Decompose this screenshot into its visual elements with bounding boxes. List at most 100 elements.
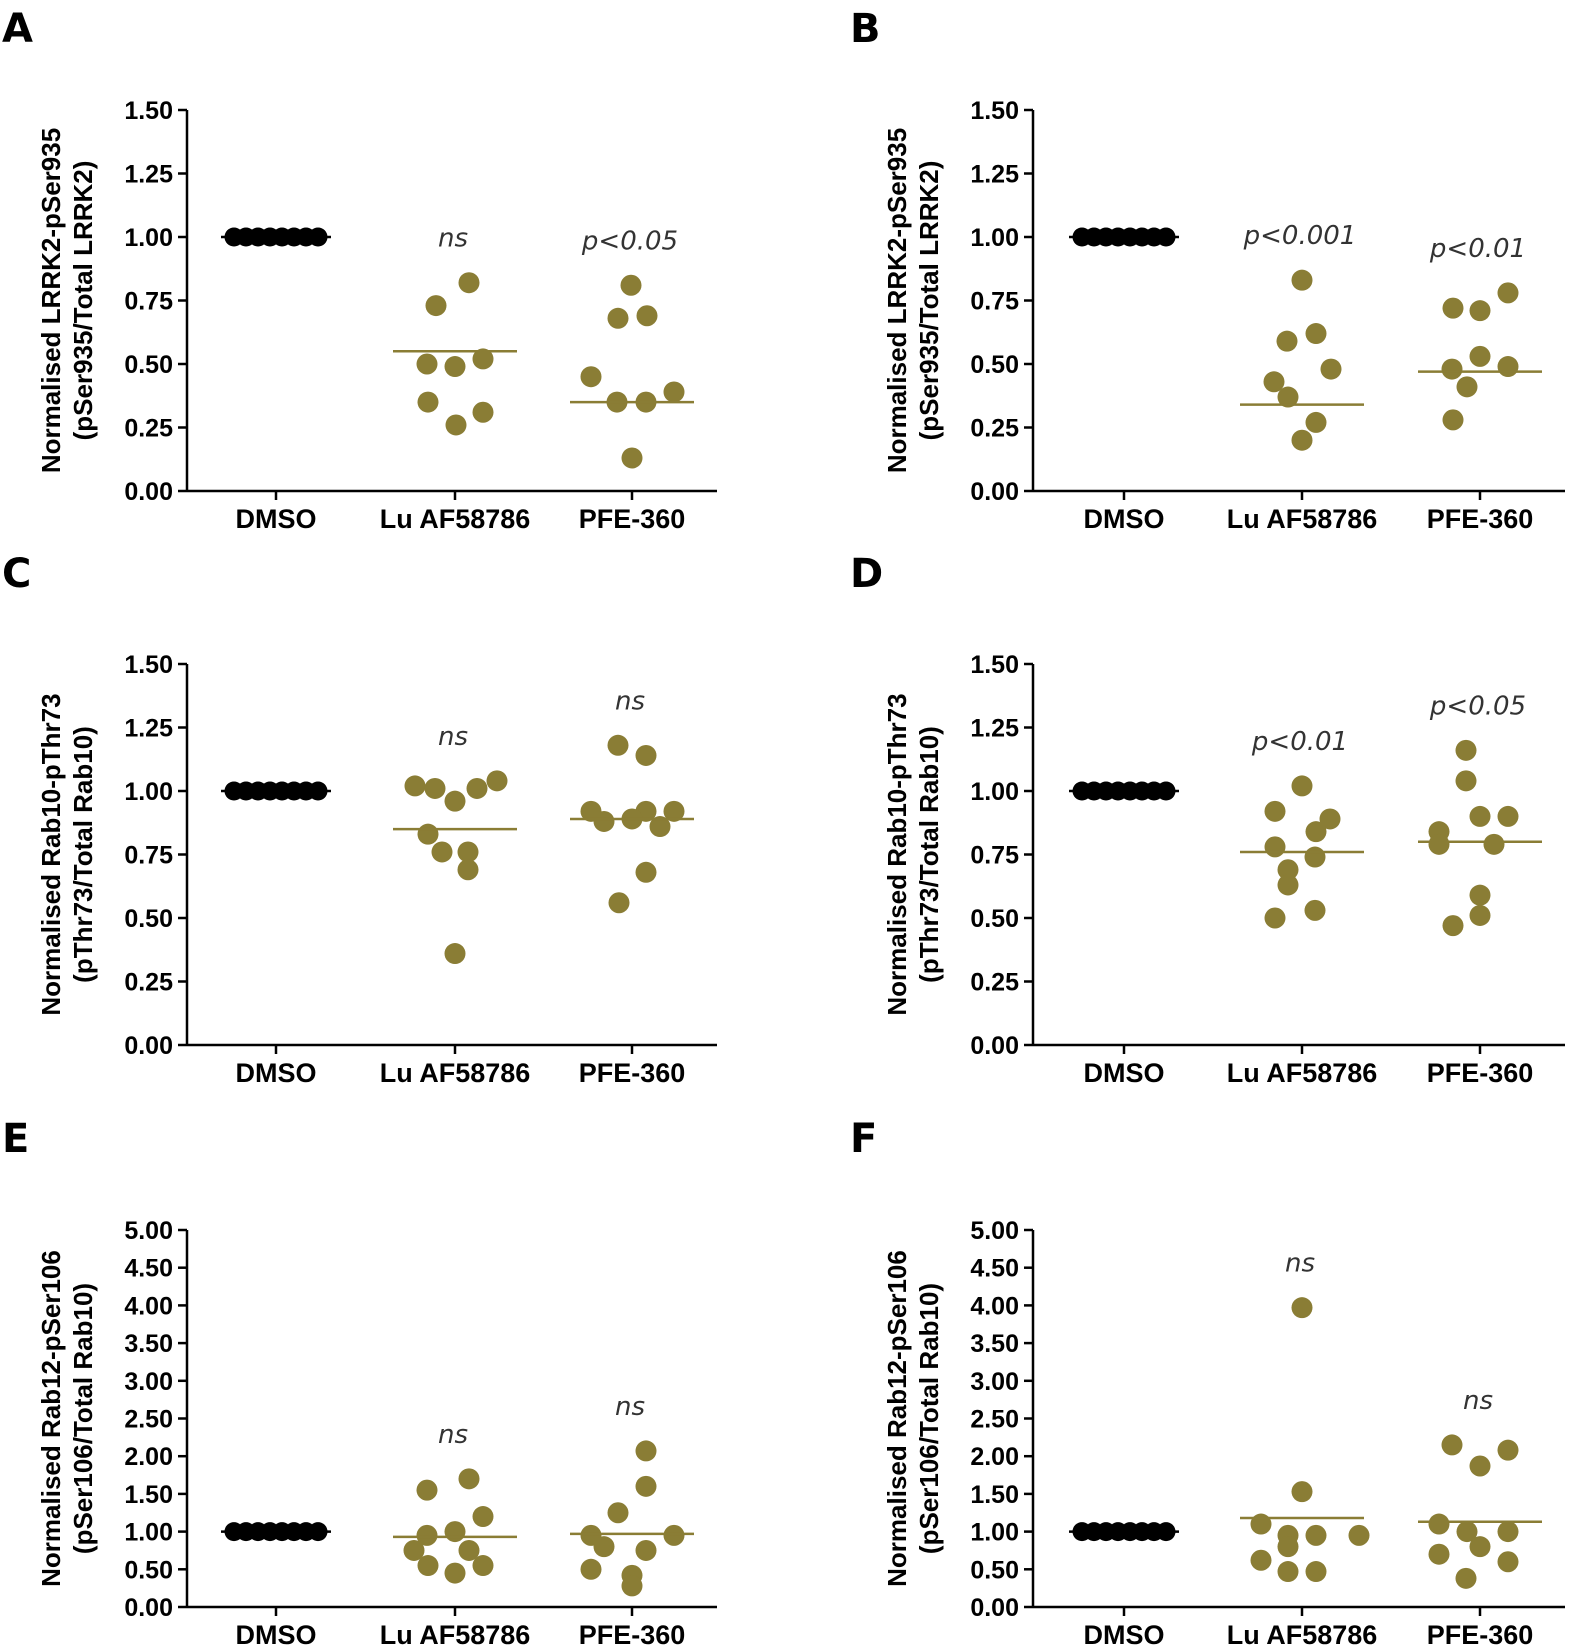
panel-letter: C [2,551,31,597]
y-tick-label: 2.00 [124,1443,173,1471]
y-axis-title: Normalised Rab12-pSer106(pSer106/Total R… [882,1250,944,1587]
y-tick-label: 0.25 [124,415,173,443]
data-point [1250,1549,1272,1571]
x-tick-label: PFE-360 [1427,504,1534,534]
data-point [1497,1551,1519,1573]
data-point [1264,907,1286,929]
data-point [607,734,629,756]
y-tick-label: 1.00 [970,1519,1019,1547]
y-tick-label: 1.50 [970,1481,1019,1509]
y-axis-title-line: (pSer106/Total Rab10) [68,1283,98,1554]
y-tick-label: 4.00 [970,1292,1019,1320]
data-point [1469,1455,1491,1477]
data-point [1348,1524,1370,1546]
data-point [404,775,426,797]
data-point [472,348,494,370]
y-tick-label: 3.00 [970,1368,1019,1396]
y-tick-label: 1.00 [124,778,173,806]
data-point [1264,800,1286,822]
y-axis-title: Normalised Rab10-pThr73(pThr73/Total Rab… [882,693,944,1015]
y-tick-label: 3.50 [970,1330,1019,1358]
data-point [580,1558,602,1580]
data-point [1442,297,1464,319]
y-axis-title-line: (pThr73/Total Rab10) [914,726,944,983]
significance-label: p<0.01 [1251,727,1348,757]
y-tick-label: 0.00 [970,478,1019,506]
data-point [1455,770,1477,792]
y-tick-label: 2.00 [970,1443,1019,1471]
data-point [649,816,671,838]
data-point [1497,1521,1519,1543]
data-point [444,790,466,812]
y-tick-label: 0.50 [970,905,1019,933]
data-point [1456,376,1478,398]
data-point [1469,904,1491,926]
y-axis-title-line: (pThr73/Total Rab10) [68,726,98,983]
data-point [621,1575,643,1597]
data-point [457,841,479,863]
data-point [1497,805,1519,827]
y-tick-label: 5.00 [124,1217,173,1245]
data-point [1291,1297,1313,1319]
data-point [444,1562,466,1584]
data-point [417,823,439,845]
data-point [1497,356,1519,378]
panel-f: F Normalised Rab12-pSer106(pSer106/Total … [850,1116,1565,1649]
y-tick-label: 0.50 [124,1556,173,1584]
panel-letter: B [850,6,881,52]
x-tick-label: DMSO [236,504,317,534]
y-tick-label: 1.50 [124,1481,173,1509]
data-point [663,800,685,822]
data-point [1304,846,1326,868]
data-point [1291,429,1313,451]
y-axis-title: Normalised LRRK2-pSer935(pSer935/Total L… [36,128,98,473]
y-axis-title-line: Normalised Rab10-pThr73 [36,693,66,1015]
panel-d: D Normalised Rab10-pThr73(pThr73/Total Ra… [850,551,1565,1088]
data-point [472,401,494,423]
data-point [444,356,466,378]
data-point [1455,739,1477,761]
x-tick-label: Lu AF58786 [380,504,531,534]
data-point [1277,1536,1299,1558]
y-tick-label: 1.50 [970,97,1019,125]
significance-label: ns [1285,1249,1315,1279]
data-point [663,1524,685,1546]
data-point [635,1440,657,1462]
data-point [1263,371,1285,393]
x-tick-label: PFE-360 [579,1058,686,1088]
data-point [1320,358,1342,380]
data-point [620,274,642,296]
x-tick-label: Lu AF58786 [380,1620,531,1649]
data-point [1428,1513,1450,1535]
x-tick-label: DMSO [1084,1620,1165,1649]
y-tick-label: 1.00 [124,1519,173,1547]
x-tick-label: DMSO [1084,504,1165,534]
y-tick-label: 4.50 [124,1255,173,1283]
data-point [1442,915,1464,937]
y-tick-label: 5.00 [970,1217,1019,1245]
data-point [1264,836,1286,858]
data-point [1469,345,1491,367]
y-axis-title: Normalised Rab10-pThr73(pThr73/Total Rab… [36,693,98,1015]
y-axis-title-line: Normalised LRRK2-pSer935 [882,128,912,473]
data-point [1455,1567,1477,1589]
y-axis-title-line: Normalised Rab12-pSer106 [36,1250,66,1587]
x-tick-label: DMSO [236,1058,317,1088]
data-point [1497,282,1519,304]
y-tick-label: 0.75 [124,842,173,870]
y-tick-label: 0.50 [124,351,173,379]
data-point [431,841,453,863]
data-point [1250,1513,1272,1535]
data-point [1304,899,1326,921]
data-point [607,307,629,329]
data-point [593,810,615,832]
y-axis-title-line: Normalised Rab12-pSer106 [882,1250,912,1587]
significance-label: ns [438,224,468,254]
data-point [1483,833,1505,855]
y-tick-label: 3.00 [124,1368,173,1396]
y-tick-label: 1.50 [124,97,173,125]
data-point [458,1468,480,1490]
y-tick-label: 0.00 [970,1594,1019,1622]
y-tick-label: 4.00 [124,1292,173,1320]
